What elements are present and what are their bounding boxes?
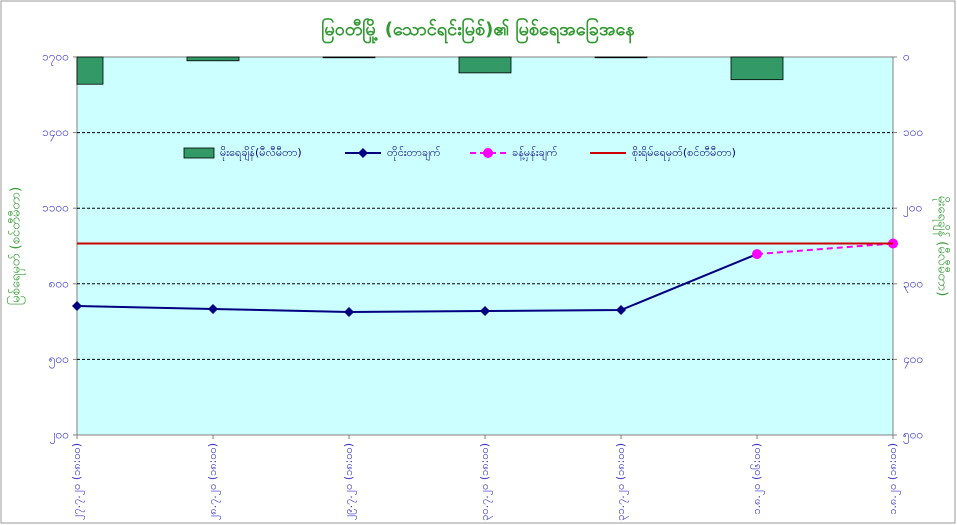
rain-bar xyxy=(730,56,784,81)
legend-label: စိုးရိမ်ရေမှတ်(စင်တီမီတာ) xyxy=(632,146,736,161)
x-tick-label: ၁.၈.၂၀ (၁၈:၀၀) xyxy=(886,443,901,515)
y2-tick-label: ၂၀၀ xyxy=(903,201,922,218)
point xyxy=(72,300,82,311)
y2-axis-title: မိုးရေချိန် (မီလီမီတာ) xyxy=(933,196,951,297)
rain-bar xyxy=(76,56,104,85)
y-tick-label: ၅၀၀ xyxy=(49,352,69,369)
y-tick-label: ၁၄၀၀ xyxy=(42,125,69,142)
y-tick-label: ၁၇၀၀ xyxy=(42,50,69,67)
y-axis-title: မြစ်ရေမှတ် (စင်တီမီတာ) xyxy=(7,187,26,305)
y-tick-label: ၈၀၀ xyxy=(49,276,69,290)
y2-tick-label: ၀ xyxy=(903,50,910,64)
series-line xyxy=(756,242,894,256)
series-line xyxy=(76,253,758,314)
legend-label: ခန့်မှန်းချက် xyxy=(512,146,558,161)
y-tick-label: ၂၀၀ xyxy=(50,428,69,445)
y2-tick-label: ၁၀၀ xyxy=(903,125,923,139)
y2-tick-label: ၄၀၀ xyxy=(903,352,923,369)
legend-marker xyxy=(358,148,368,158)
rain-bar xyxy=(458,56,512,74)
legend-label: မိုးရေချိန်(မီလီမီတာ) xyxy=(220,146,302,161)
point xyxy=(480,306,490,317)
x-tick-label: ၃၁.၇.၂၀ (၁၈:၀၀) xyxy=(614,443,629,521)
x-tick-label: ၂၇.၇.၂၀ (၁၈:၀၀) xyxy=(70,443,85,520)
y-tick-label: ၁၁၀၀ xyxy=(42,201,69,215)
point xyxy=(616,305,626,316)
x-tick-label: ၂၈.၇.၂၀ (၁၈:၀၀) xyxy=(206,443,221,520)
x-tick-label: ၃၀.၇.၂၀ (၁၈:၀၀) xyxy=(478,443,493,521)
rain-bar xyxy=(322,56,376,59)
point xyxy=(208,304,218,314)
rain-bar xyxy=(594,56,648,59)
x-tick-label: ၂၉.၇.၂၀ (၁၈:၀၀) xyxy=(342,443,357,520)
rain-bar xyxy=(186,56,240,62)
chart-title: မြဝတီမြို့ (သောင်ရင်းမြစ်)၏ မြစ်ရေအခြေအန… xyxy=(321,17,635,44)
y2-tick-label: ၅၀၀ xyxy=(903,428,923,445)
point xyxy=(344,307,354,318)
y2-tick-label: ၃၀၀ xyxy=(903,276,923,293)
point xyxy=(752,249,762,260)
legend-swatch xyxy=(183,147,215,159)
x-tick-label: ၁.၈.၂၀ (၀၆:၀၀) xyxy=(750,443,765,515)
legend-label: တိုင်းတာချက် xyxy=(387,146,441,161)
plot-area xyxy=(76,56,894,436)
legend-marker xyxy=(483,148,493,158)
